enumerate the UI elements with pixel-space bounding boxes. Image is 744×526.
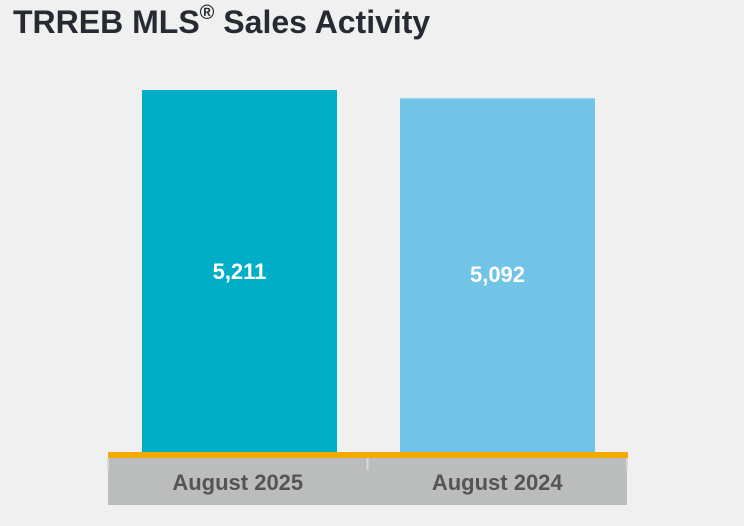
axis-tick xyxy=(366,458,369,470)
bar-august-2025 xyxy=(142,90,337,456)
category-labels: August 2025 August 2024 xyxy=(172,470,563,495)
axis-tick xyxy=(626,458,628,470)
x-axis-line xyxy=(108,452,628,458)
bar-august-2024 xyxy=(400,98,595,456)
axis-ticks xyxy=(107,458,628,470)
axis-tick xyxy=(107,458,109,470)
title-main: TRREB MLS xyxy=(13,4,200,40)
value-label: 5,211 xyxy=(213,259,267,284)
title-suffix: Sales Activity xyxy=(214,4,431,40)
value-labels: 5,211 5,092 xyxy=(213,259,525,287)
category-label: August 2025 xyxy=(172,470,303,495)
registered-mark: ® xyxy=(199,2,215,25)
bars-group xyxy=(142,90,595,456)
value-label: 5,092 xyxy=(470,262,525,287)
chart-title: TRREB MLS® Sales Activity xyxy=(13,2,431,41)
category-label: August 2024 xyxy=(432,470,564,495)
